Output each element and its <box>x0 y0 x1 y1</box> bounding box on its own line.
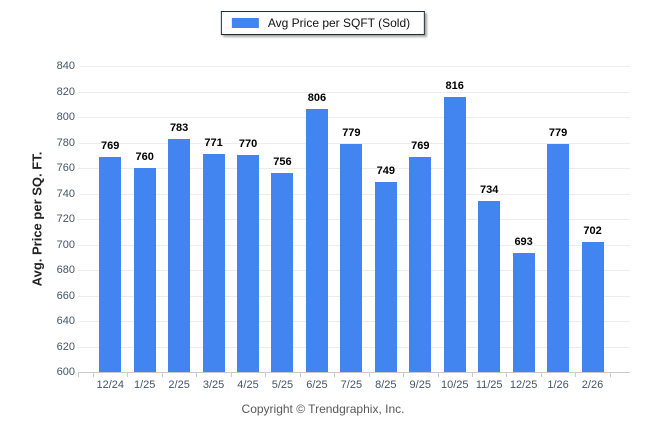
axis-tick <box>437 373 439 377</box>
x-axis-tick-label: 2/26 <box>581 379 604 391</box>
y-axis-tick-label: 680 <box>56 264 75 276</box>
x-axis-tick-label: 9/25 <box>409 379 431 391</box>
bar-value-label: 693 <box>514 236 533 249</box>
y-axis-tick-label: 620 <box>56 340 75 353</box>
bar <box>168 138 191 372</box>
x-axis-tick-label: 4/25 <box>237 379 259 391</box>
legend: Avg Price per SQFT (Sold) <box>220 11 426 35</box>
axis-tick <box>471 373 473 377</box>
axis-tick <box>403 373 405 377</box>
bar <box>99 156 122 372</box>
y-axis-tick-label: 800 <box>56 111 75 123</box>
bar <box>340 143 363 372</box>
x-axis-tick-label: 7/25 <box>340 379 363 391</box>
x-axis-tick-label: 10/25 <box>440 379 469 391</box>
bar-value-label: 771 <box>204 136 223 149</box>
bar <box>133 168 156 372</box>
axis-tick <box>609 373 611 377</box>
y-axis-tick-label: 840 <box>56 60 75 72</box>
axis-tick <box>506 373 508 377</box>
y-axis-tick-label: 660 <box>56 289 75 302</box>
axis-tick <box>161 373 163 377</box>
bar-value-label: 783 <box>169 121 189 134</box>
y-axis-tick-label: 720 <box>56 213 75 225</box>
gridline <box>78 142 630 144</box>
y-axis-tick-label: 600 <box>56 366 75 378</box>
axis-tick <box>334 373 336 377</box>
bar <box>581 241 604 372</box>
axis-tick <box>230 373 232 377</box>
bar <box>237 155 260 372</box>
bar-value-label: 816 <box>445 79 464 92</box>
bar-value-label: 769 <box>411 139 430 152</box>
x-axis-tick-label: 11/25 <box>475 379 503 391</box>
legend-swatch-icon <box>231 18 259 28</box>
bar <box>374 182 397 372</box>
x-axis-tick-label: 5/25 <box>271 379 294 391</box>
legend-label: Avg Price per SQFT (Sold) <box>267 16 411 30</box>
x-axis-tick-label: 6/25 <box>306 379 328 391</box>
bar-value-label: 734 <box>479 184 499 197</box>
bar-value-label: 749 <box>376 165 395 178</box>
bar <box>547 143 570 372</box>
x-axis-tick-label: 2/25 <box>168 379 190 391</box>
x-axis-tick-label: 8/25 <box>375 379 397 391</box>
bar <box>271 173 294 372</box>
x-axis-tick-label: 12/24 <box>96 379 124 391</box>
bar <box>305 109 328 372</box>
axis-tick <box>265 373 267 377</box>
x-axis-tick-label: 1/26 <box>547 379 569 391</box>
bar-value-label: 779 <box>548 126 568 139</box>
x-axis-tick-label: 1/25 <box>133 379 156 391</box>
axis-tick <box>299 373 301 377</box>
bar-value-label: 806 <box>307 92 327 105</box>
bar-value-label: 702 <box>583 224 602 237</box>
y-axis-tick-label: 640 <box>56 315 75 327</box>
axis-tick <box>78 373 79 377</box>
gridline <box>78 117 630 118</box>
gridline <box>78 91 630 93</box>
y-axis-tick-label: 740 <box>56 187 75 200</box>
bar <box>443 96 466 372</box>
x-axis-line <box>78 372 630 373</box>
axis-tick <box>93 373 94 377</box>
x-axis-tick-label: 12/25 <box>509 379 538 391</box>
bar-value-label: 760 <box>135 151 154 163</box>
bar-value-label: 769 <box>101 139 120 152</box>
bar-value-label: 756 <box>273 156 292 169</box>
bar-value-label: 770 <box>238 138 258 151</box>
x-axis-tick-label: 3/25 <box>202 379 225 391</box>
axis-tick <box>540 373 542 377</box>
copyright-text: Copyright © Trendgraphix, Inc. <box>241 402 405 416</box>
y-axis-tick-label: 700 <box>56 238 75 251</box>
bar <box>512 253 535 372</box>
y-axis-tick-label: 780 <box>56 136 75 149</box>
bar-value-label: 779 <box>342 126 361 139</box>
axis-tick <box>196 373 198 377</box>
gridline <box>78 66 630 67</box>
axis-tick <box>575 373 577 377</box>
bar <box>478 201 501 372</box>
axis-tick <box>368 373 370 377</box>
bar <box>202 153 225 372</box>
axis-tick <box>127 373 129 377</box>
y-axis-tick-label: 760 <box>56 162 75 174</box>
y-axis-tick-label: 820 <box>56 85 75 98</box>
bar <box>409 156 432 372</box>
